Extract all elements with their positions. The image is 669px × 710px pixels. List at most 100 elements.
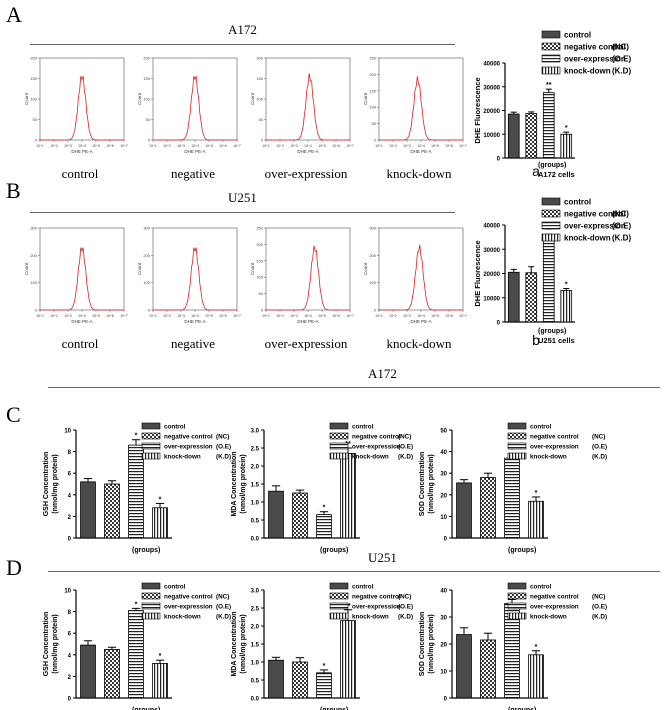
legend-label: knock-down [352, 454, 389, 461]
histogram-ytick-label: 300 [30, 226, 37, 231]
x-axis-label: (groups) [132, 547, 160, 554]
legend-swatch [541, 233, 561, 242]
histogram-xtick-label: 10^5 [318, 314, 326, 318]
bar-1 [480, 639, 496, 699]
y-tick-label: 1.5 [251, 483, 260, 489]
legend-label: knock-down [164, 614, 201, 621]
histogram-xtick-label: 10^4 [78, 314, 86, 318]
y-tick-label: 0 [497, 321, 501, 327]
histogram-ytick-label: 100 [143, 280, 150, 285]
bar-0 [507, 271, 520, 323]
legend-label: over-expression [530, 604, 579, 611]
histogram-xtick-label: 10^7 [120, 144, 128, 148]
legend-swatch [507, 592, 527, 600]
histogram-xtick-label: 10^5 [205, 144, 213, 148]
histogram-xlabel: DHE PE-A [410, 149, 431, 154]
y-tick-label: 8 [68, 450, 72, 456]
histogram-xtick-label: 10^1 [36, 314, 44, 318]
histogram-xtick-label: 10^3 [403, 314, 411, 318]
bar-0 [80, 481, 96, 539]
histogram-xtick-label: 10^4 [78, 144, 86, 148]
histogram-ytick-label: 200 [256, 56, 263, 61]
divider-b [30, 212, 455, 213]
legend-abbr: (K.D) [612, 234, 631, 243]
y-axis-label-unit: (nmol/mg protein) [428, 454, 435, 514]
bar-1 [480, 477, 496, 539]
histogram-xtick-label: 10^6 [219, 144, 227, 148]
histogram-xlabel: DHE PE-A [184, 319, 205, 324]
y-tick-label: 40 [440, 589, 447, 595]
legend-abbr: (NC) [612, 43, 629, 52]
legend-label: control [164, 424, 186, 431]
panel-title-a: A172 [228, 22, 257, 37]
legend-label: negative control [164, 594, 213, 601]
y-axis-label: GSH Concentration [43, 612, 50, 677]
histogram-xtick-label: 10^4 [304, 144, 312, 148]
bar-0 [268, 659, 284, 699]
significance-mark: * [159, 653, 162, 660]
bar-chart-D1: 0 2 4 6 8 10 * * GSH Concentration (nmol/mg prote… [43, 582, 231, 710]
histogram-label: over-expression [264, 336, 348, 351]
y-axis-label-unit: (nmol/mg protein) [240, 454, 247, 514]
chart-panel-letter: b [532, 332, 540, 348]
significance-mark: * [565, 125, 568, 132]
histogram-plot: 0 50 100 150 200 10^1 10^2 10^3 10^4 10^5 10^6 10^7… [250, 56, 354, 155]
histogram-curve [266, 73, 350, 141]
legend-swatch [329, 592, 349, 600]
histogram-ytick-label: 50 [33, 117, 38, 122]
significance-mark: * [135, 433, 138, 440]
bar-1 [104, 649, 120, 699]
histogram-ylabel: Count [24, 262, 29, 275]
bar-0 [268, 490, 284, 539]
bar-2 [128, 444, 144, 539]
panel-letter-c: C [6, 402, 21, 427]
chart-panel-letter: a [532, 163, 540, 179]
y-tick-label: 30000 [483, 248, 500, 254]
histogram-ylabel: Count [24, 92, 29, 105]
legend-label: control [564, 31, 591, 40]
y-axis-label: SOD Concentration [419, 452, 426, 517]
y-tick-label: 8 [68, 610, 72, 616]
histogram-ytick-label: 50 [259, 117, 264, 122]
histogram-xtick-label: 10^1 [149, 314, 157, 318]
histogram-ytick-label: 250 [369, 56, 376, 61]
bar-1 [525, 113, 538, 159]
legend-abbr: (NC) [592, 594, 605, 601]
legend-swatch [141, 452, 161, 460]
legend-label: over-expression [530, 444, 579, 451]
y-tick-label: 0.5 [251, 519, 260, 525]
y-tick-label: 30000 [483, 85, 500, 91]
histogram-xtick-label: 10^2 [276, 314, 284, 318]
legend-abbr: (O.E) [216, 444, 231, 451]
y-tick-label: 0 [444, 537, 448, 543]
histogram-xtick-label: 10^5 [92, 144, 100, 148]
y-tick-label: 0 [497, 157, 501, 163]
y-tick-label: 4 [68, 653, 72, 659]
bar-3 [152, 663, 168, 699]
y-tick-label: 3.0 [251, 429, 260, 435]
histogram-xtick-label: 10^1 [262, 144, 270, 148]
histogram-ytick-label: 300 [369, 226, 376, 231]
legend-abbr: (NC) [216, 594, 229, 601]
histogram-curve [153, 75, 237, 141]
legend-abbr: (O.E) [612, 55, 631, 64]
histogram-ylabel: Count [363, 262, 368, 275]
histogram-label: negative [170, 166, 216, 181]
histogram-xlabel: DHE PE-A [297, 319, 318, 324]
legend-swatch [329, 612, 349, 620]
panel-title-b: U251 [228, 190, 257, 205]
bar-3 [528, 654, 544, 699]
x-axis-label: (groups) [538, 162, 566, 169]
histogram-label: knock-down [386, 336, 452, 351]
bar-chart-D2: 0.00.51.01.52.02.53.0***MDA Concentratio… [231, 582, 413, 710]
y-tick-label: 1.0 [251, 661, 260, 667]
histogram-label: knock-down [386, 166, 452, 181]
y-tick-label: 0.5 [251, 679, 260, 685]
histogram-ytick-label: 200 [256, 242, 263, 247]
histogram-plot: 0 50 100 150 200 250 10^1 10^2 10^3 10^4 10^5 10^6 1… [250, 226, 354, 325]
histogram-xtick-label: 10^5 [431, 314, 439, 318]
histogram-ytick-label: 200 [30, 253, 37, 258]
histogram-xtick-label: 10^6 [445, 144, 453, 148]
y-tick-label: 10 [440, 670, 447, 676]
histogram-xtick-label: 10^6 [332, 144, 340, 148]
